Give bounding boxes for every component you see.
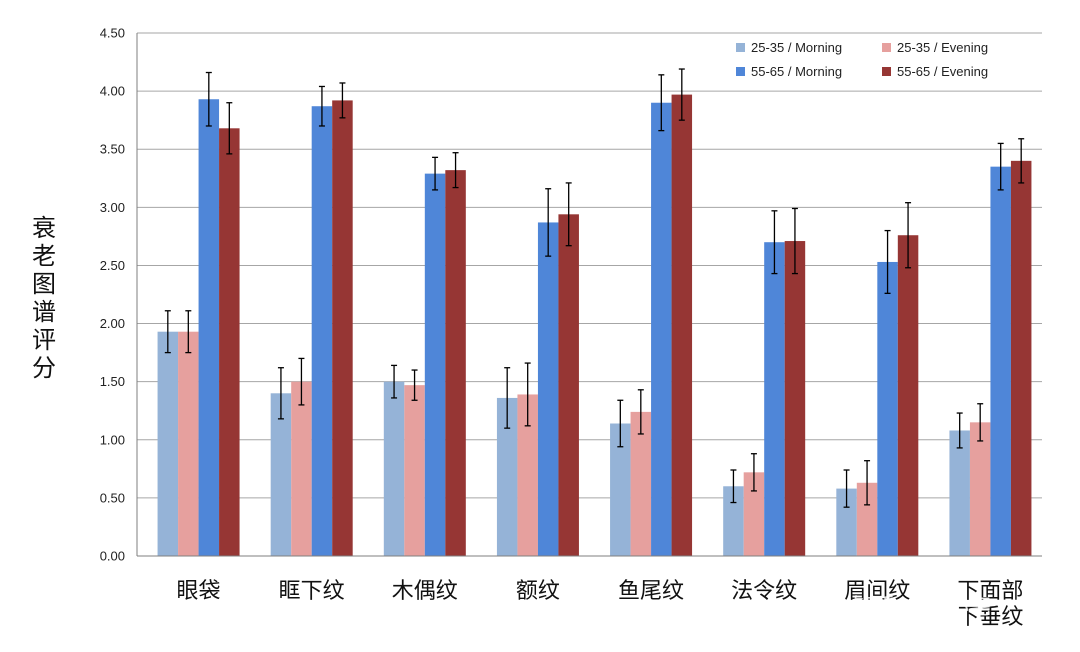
y-tick-label: 0.50 xyxy=(100,490,125,505)
x-category-label: 木偶纹 xyxy=(392,579,458,604)
x-category-label: 鱼尾纹 xyxy=(618,579,684,604)
legend: 25-35 / Morning 25-35 / Evening 55-65 / Mo… xyxy=(736,40,988,79)
x-category-label: 下垂纹 xyxy=(957,605,1023,630)
bar xyxy=(671,94,693,556)
bar xyxy=(723,486,744,556)
bar xyxy=(178,331,199,556)
legend-swatch xyxy=(736,67,745,76)
bar xyxy=(496,397,518,556)
bar xyxy=(157,331,179,556)
legend-label: 25-35 / Morning xyxy=(751,40,842,55)
bar xyxy=(856,482,878,556)
x-category-label: 法令纹 xyxy=(731,579,797,604)
x-category-label: 下面部 xyxy=(957,579,1023,604)
bar xyxy=(404,385,425,556)
x-category-label: 眶下纹 xyxy=(279,579,345,604)
y-axis-label-char: 老 xyxy=(32,242,56,270)
bar xyxy=(743,472,765,556)
axes: 0.00 0.50 1.00 1.50 2.00 2.50 3.00 3.50 4.00 4.50… xyxy=(100,26,1042,630)
bar xyxy=(332,100,353,557)
y-axis-label-char: 衰 xyxy=(32,214,56,242)
legend-swatch xyxy=(736,43,745,52)
bar xyxy=(630,411,652,556)
bar xyxy=(764,242,785,556)
y-tick-label: 2.00 xyxy=(100,316,125,331)
bar xyxy=(836,488,857,556)
y-tick-label: 0.00 xyxy=(100,549,125,564)
bar xyxy=(424,173,446,556)
y-tick-label: 1.00 xyxy=(100,432,125,447)
legend-label: 55-65 / Evening xyxy=(897,64,988,79)
bar xyxy=(969,422,991,556)
legend-swatch xyxy=(882,43,891,52)
x-category-label: 额纹 xyxy=(516,579,560,604)
legend-swatch xyxy=(882,67,891,76)
error-bars xyxy=(164,68,1025,508)
bar xyxy=(651,102,672,556)
y-axis-label-char: 分 xyxy=(32,354,56,382)
y-tick-label: 3.50 xyxy=(100,142,125,157)
bars xyxy=(157,94,1032,557)
bar xyxy=(610,423,631,556)
y-tick-label: 3.00 xyxy=(100,200,125,215)
bar xyxy=(784,241,806,556)
bar xyxy=(877,261,898,556)
x-category-label: 眉间纹 xyxy=(844,579,910,604)
bar xyxy=(537,222,559,557)
y-axis-label-char: 谱 xyxy=(32,298,56,326)
bar xyxy=(990,166,1011,556)
y-tick-label: 1.50 xyxy=(100,374,125,389)
legend-label: 55-65 / Morning xyxy=(751,64,842,79)
bar xyxy=(445,170,466,557)
x-category-label: 眼袋 xyxy=(177,579,221,604)
bar xyxy=(270,393,292,556)
y-tick-label: 2.50 xyxy=(100,258,125,273)
bar xyxy=(1010,160,1032,556)
y-tick-label: 4.50 xyxy=(100,26,125,41)
y-axis-label-char: 评 xyxy=(32,326,56,354)
bar xyxy=(558,214,579,556)
bar xyxy=(517,394,538,556)
legend-label: 25-35 / Evening xyxy=(897,40,988,55)
bar xyxy=(291,381,312,556)
bar xyxy=(949,430,970,556)
bar xyxy=(219,128,240,556)
bar xyxy=(897,235,919,556)
watermark: 知乎 @毛小宅 xyxy=(852,595,991,620)
bar xyxy=(198,99,220,556)
y-tick-label: 4.00 xyxy=(100,84,125,99)
y-axis-label-char: 图 xyxy=(32,270,56,298)
bar xyxy=(383,381,405,556)
bar xyxy=(311,106,333,556)
